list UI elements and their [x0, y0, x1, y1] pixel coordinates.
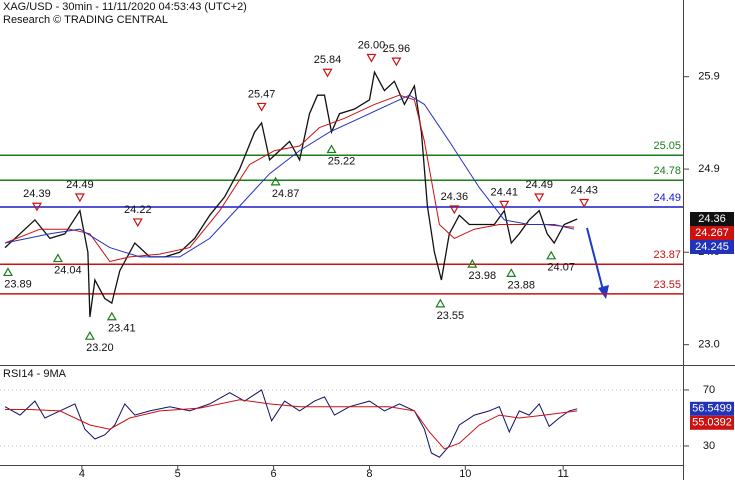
x-tick-label: 8	[366, 468, 372, 480]
marker-label: 25.47	[248, 88, 276, 100]
marker-label: 25.22	[328, 155, 356, 167]
x-tick-label: 5	[175, 468, 181, 480]
high-marker	[391, 57, 402, 67]
low-marker	[106, 311, 117, 321]
marker-label: 24.07	[547, 262, 575, 274]
price-tag-label: 24.267	[695, 227, 729, 239]
price-tag	[690, 415, 734, 430]
high-marker	[256, 102, 267, 112]
series-line	[5, 399, 578, 450]
series-line	[4, 389, 578, 458]
series-line	[4, 94, 575, 258]
x-tick-label: 4	[79, 468, 85, 480]
price-tag	[690, 212, 734, 226]
level-label: 24.49	[653, 192, 681, 204]
high-marker	[132, 218, 143, 228]
level-label: 25.05	[653, 140, 681, 152]
marker-label: 24.43	[570, 184, 598, 196]
high-marker	[449, 205, 460, 215]
price-tag-label: 24.245	[695, 241, 729, 253]
level-label: 23.55	[653, 279, 681, 291]
marker-label: 23.88	[507, 279, 535, 291]
marker-label: 24.87	[272, 188, 300, 200]
x-tick-label: 6	[271, 468, 277, 480]
high-marker	[579, 198, 590, 208]
marker-label: 23.89	[4, 278, 32, 290]
low-marker	[52, 253, 63, 263]
forecast-arrow	[586, 227, 604, 291]
high-marker	[322, 68, 333, 78]
high-marker	[74, 193, 85, 203]
marker-label: 25.96	[383, 43, 411, 55]
price-tag-label: 56.5499	[692, 403, 732, 415]
high-marker	[534, 193, 545, 203]
level-label: 24.78	[653, 165, 681, 177]
y-tick-label: 70	[703, 384, 715, 396]
marker-label: 24.49	[66, 179, 94, 191]
marker-label: 24.22	[124, 204, 152, 216]
x-tick-label: 11	[557, 468, 568, 480]
y-tick-label: 30	[703, 440, 715, 452]
arrow-head	[598, 285, 609, 299]
y-tick-label: 25.9	[698, 71, 719, 83]
series-line	[4, 70, 578, 317]
marker-label: 24.39	[23, 188, 51, 200]
marker-label: 23.55	[437, 310, 465, 322]
price-tag	[690, 226, 734, 240]
price-tag	[690, 401, 734, 416]
low-marker	[467, 258, 478, 268]
y-tick-label: 24.9	[698, 163, 719, 175]
marker-label: 25.84	[314, 54, 342, 66]
high-marker	[499, 200, 510, 210]
low-marker	[435, 298, 446, 308]
y-tick-label: 23.0	[698, 339, 719, 351]
low-marker	[2, 267, 14, 277]
rsi-title: RSI14 - 9MA	[3, 368, 67, 380]
low-marker	[326, 144, 337, 154]
x-tick-label: 10	[459, 468, 471, 480]
marker-label: 23.20	[86, 342, 114, 354]
marker-label: 24.49	[525, 179, 553, 191]
price-tag-label: 24.36	[698, 213, 726, 225]
high-marker	[31, 202, 42, 212]
low-marker	[546, 250, 557, 260]
marker-label: 26.00	[358, 39, 386, 51]
chart-subtitle: Research © TRADING CENTRAL	[3, 14, 168, 26]
marker-label: 23.41	[108, 323, 136, 335]
marker-label: 24.04	[54, 264, 82, 276]
marker-label: 24.36	[441, 191, 469, 203]
price-tag	[690, 240, 734, 254]
chart-title: XAG/USD - 30min - 11/11/2020 04:53:43 (U…	[3, 1, 247, 13]
series-line	[4, 94, 575, 263]
high-marker	[366, 53, 377, 63]
marker-label: 24.41	[490, 186, 518, 198]
marker-label: 23.98	[469, 270, 497, 282]
level-label: 23.87	[653, 249, 681, 261]
low-marker	[84, 330, 95, 340]
low-marker	[506, 268, 517, 277]
price-tag-label: 55.0392	[692, 417, 732, 429]
low-marker	[270, 176, 281, 186]
